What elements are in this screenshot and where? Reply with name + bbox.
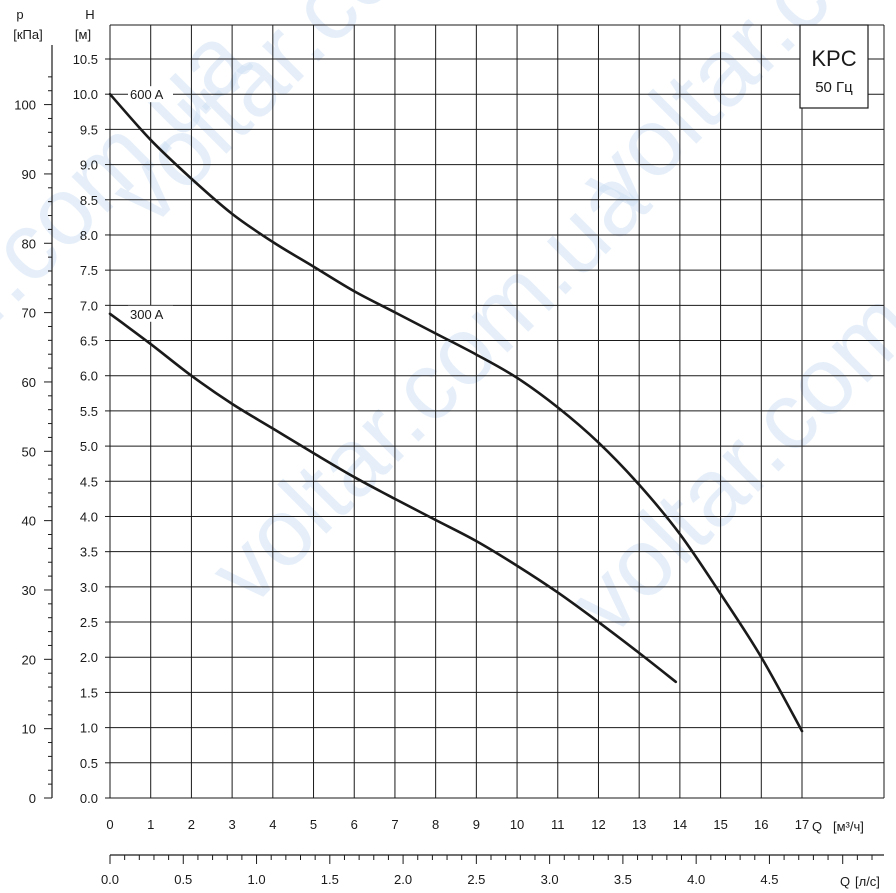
h-axis-tick-label: 0.0 [80, 791, 98, 806]
h-axis-tick-label: 4.5 [80, 474, 98, 489]
q-m3h-tick-label: 4 [269, 817, 276, 832]
q-m3h-tick-label: 5 [310, 817, 317, 832]
q-m3h-axis-symbol: Q [812, 819, 822, 834]
q-ls-tick-label: 3.5 [614, 872, 632, 887]
p-axis-tick-label: 60 [22, 375, 36, 390]
q-m3h-axis-unit: [м³/ч] [833, 819, 864, 834]
q-m3h-tick-label: 15 [713, 817, 727, 832]
series-label-300-a: 300 A [130, 307, 164, 322]
q-m3h-tick-label: 0 [106, 817, 113, 832]
h-axis-tick-label: 5.5 [80, 404, 98, 419]
q-ls-tick-label: 0.0 [101, 872, 119, 887]
q-m3h-tick-label: 2 [188, 817, 195, 832]
h-axis-tick-label: 6.0 [80, 369, 98, 384]
p-axis-tick-label: 0 [29, 791, 36, 806]
legend-box-title: KPC [811, 46, 856, 71]
h-axis-tick-label: 3.5 [80, 545, 98, 560]
p-axis-tick-label: 80 [22, 236, 36, 251]
q-ls-tick-label: 1.5 [321, 872, 339, 887]
q-m3h-tick-label: 14 [673, 817, 687, 832]
series-label-600-a: 600 A [130, 87, 164, 102]
q-m3h-tick-label: 11 [551, 817, 565, 832]
h-axis-tick-label: 6.5 [80, 334, 98, 349]
p-axis-tick-label: 10 [22, 722, 36, 737]
h-axis-tick-label: 5.0 [80, 439, 98, 454]
p-axis-symbol: p [16, 7, 23, 22]
q-m3h-tick-label: 17 [795, 817, 809, 832]
q-ls-axis-symbol: Q [840, 874, 850, 889]
legend-box-subtitle: 50 Гц [815, 79, 853, 96]
h-axis-tick-label: 8.0 [80, 228, 98, 243]
p-axis-tick-label: 30 [22, 583, 36, 598]
h-axis-unit: [м] [75, 27, 91, 42]
q-ls-tick-label: 2.5 [467, 872, 485, 887]
q-m3h-tick-label: 6 [351, 817, 358, 832]
p-axis-tick-label: 50 [22, 444, 36, 459]
q-ls-tick-label: 3.0 [541, 872, 559, 887]
q-m3h-tick-label: 16 [754, 817, 768, 832]
h-axis-tick-label: 2.0 [80, 650, 98, 665]
q-m3h-tick-label: 12 [591, 817, 605, 832]
q-ls-tick-label: 2.0 [394, 872, 412, 887]
h-axis-tick-label: 7.5 [80, 263, 98, 278]
p-axis-tick-label: 90 [22, 167, 36, 182]
q-ls-tick-label: 4.5 [760, 872, 778, 887]
q-m3h-tick-label: 10 [510, 817, 524, 832]
q-ls-tick-label: 0.5 [174, 872, 192, 887]
h-axis-symbol: H [85, 7, 94, 22]
p-axis-tick-label: 20 [22, 652, 36, 667]
q-m3h-tick-label: 9 [473, 817, 480, 832]
q-ls-axis-unit: [л/с] [855, 874, 880, 889]
q-m3h-tick-label: 1 [147, 817, 154, 832]
legend-box: KPC 50 Гц [800, 25, 868, 108]
h-axis-tick-label: 3.0 [80, 580, 98, 595]
h-axis-tick-label: 10.5 [73, 52, 98, 67]
h-axis-tick-label: 1.5 [80, 685, 98, 700]
p-axis-tick-label: 40 [22, 514, 36, 529]
h-axis-tick-label: 10.0 [73, 87, 98, 102]
q-ls-tick-label: 4.0 [687, 872, 705, 887]
q-m3h-tick-label: 7 [391, 817, 398, 832]
h-axis-tick-label: 8.5 [80, 193, 98, 208]
q-m3h-tick-label: 13 [632, 817, 646, 832]
q-m3h-tick-label: 3 [229, 817, 236, 832]
q-ls-tick-label: 1.0 [248, 872, 266, 887]
p-axis-tick-label: 100 [14, 98, 36, 113]
h-axis-tick-label: 1.0 [80, 721, 98, 736]
q-m3h-tick-label: 8 [432, 817, 439, 832]
h-axis-tick-label: 7.0 [80, 298, 98, 313]
h-axis-tick-label: 9.0 [80, 158, 98, 173]
h-axis-tick-label: 9.5 [80, 122, 98, 137]
h-axis-tick-label: 4.0 [80, 509, 98, 524]
p-axis-tick-label: 70 [22, 306, 36, 321]
h-axis-tick-label: 2.5 [80, 615, 98, 630]
h-axis-tick-label: 0.5 [80, 756, 98, 771]
p-axis-unit: [кПа] [13, 27, 43, 42]
